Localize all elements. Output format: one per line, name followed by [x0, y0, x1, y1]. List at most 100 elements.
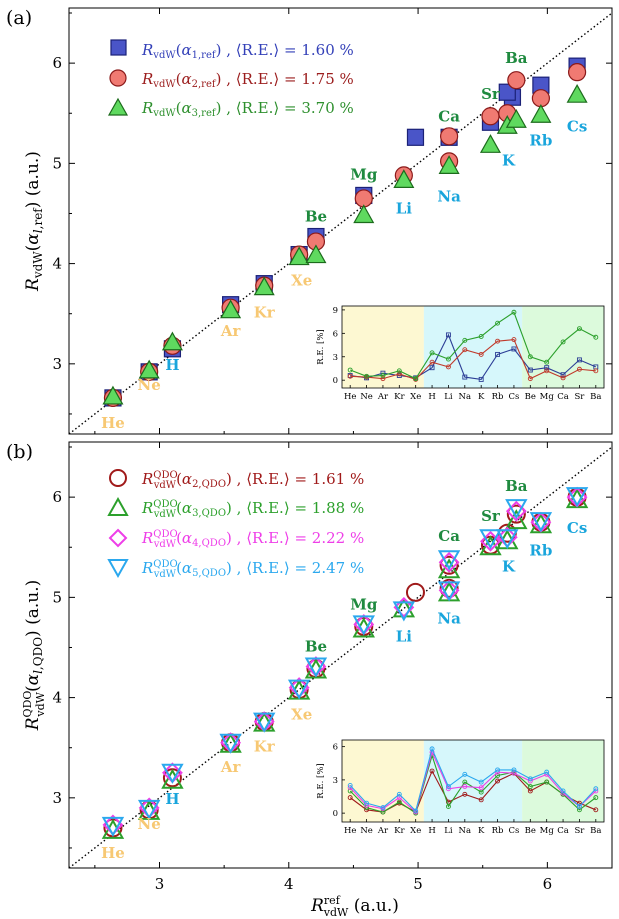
inset-point: [462, 374, 468, 380]
inset-x-tick-label: Rb: [492, 392, 504, 402]
data-point: [138, 359, 160, 379]
inset-x-tick-label: H: [428, 392, 435, 402]
inset-point: [429, 768, 435, 774]
panel-a-inset: 0 3 6 9 He Ne Ar Kr Xe H Li Na K Rb Cs Be Mg Ca Sr Ba R.E. […: [316, 305, 605, 402]
inset-point: [380, 373, 386, 378]
data-point: [496, 529, 519, 550]
inset-point: [413, 376, 419, 382]
inset-point: [364, 800, 370, 806]
x-tick-label: 4: [284, 875, 294, 893]
data-point: [505, 509, 528, 530]
y-tick-label: 3: [52, 355, 62, 373]
element-label: Ar: [220, 322, 242, 340]
inset-x-tick-label: Ne: [360, 826, 372, 836]
inset-x-tick-label: Ca: [557, 392, 569, 402]
panel-a-axis-ticks: 3 4 5 6: [52, 8, 612, 434]
inset-x-tick-label: Sr: [574, 392, 585, 402]
element-label: He: [101, 414, 125, 432]
inset-point: [347, 373, 353, 379]
panel-b-label: (b): [6, 441, 33, 463]
data-point: [101, 816, 125, 837]
element-label: Ca: [438, 107, 460, 125]
inset-point: [544, 365, 550, 371]
panel-b-reference-line: [68, 446, 613, 869]
inset-x-tick-label: Ar: [377, 826, 389, 836]
y-tick-label: 5: [52, 588, 62, 606]
panel-a-frame: [68, 7, 613, 435]
inset-point: [478, 785, 484, 791]
inset-x-tick-label: Ar: [377, 392, 389, 402]
data-point: [438, 155, 460, 174]
inset-x-tick-label: Cs: [509, 826, 520, 836]
legend-b-item-2: RQDO vdW(α3,QDO) , ⟨R.E.⟩ = 1.88 %: [107, 496, 364, 520]
panel-b-x-axis-label: Rref vdW (a.u.): [310, 894, 399, 919]
data-point: [567, 63, 587, 82]
inset-point: [462, 337, 468, 343]
inset-point: [380, 805, 386, 811]
inset-point: [576, 366, 582, 372]
inset-point: [593, 334, 599, 340]
inset-point: [347, 367, 353, 373]
inset-point: [544, 779, 550, 785]
panel-b-legend: RQDO vdW(α2,QDO) , ⟨R.E.⟩ = 1.61 % RQDO vd…: [107, 469, 364, 580]
inset-frame: [341, 305, 605, 389]
inset-point: [347, 795, 353, 801]
inset-band: [423, 740, 523, 822]
data-point: [506, 504, 526, 524]
element-label: K: [502, 151, 516, 169]
inset-x-tick-label: Kr: [394, 826, 405, 836]
inset-point: [478, 351, 484, 357]
element-label: Kr: [254, 304, 276, 322]
inset-y-tick-label: 3: [333, 776, 338, 786]
data-point: [405, 582, 425, 602]
inset-x-tick-label: Na: [459, 392, 472, 402]
inset-point: [511, 337, 517, 343]
inset-point: [527, 367, 533, 373]
inset-point: [576, 800, 582, 806]
element-label: Na: [437, 609, 461, 627]
legend-triangle-icon: [107, 97, 129, 116]
data-point: [304, 657, 328, 678]
data-point: [253, 712, 276, 733]
x-tick-label: 6: [543, 875, 553, 893]
data-point: [392, 601, 416, 622]
inset-band: [342, 306, 424, 388]
element-label: Mg: [350, 595, 378, 613]
inset-point: [478, 797, 484, 803]
inset-x-tick-label: Sr: [574, 826, 585, 836]
legend-a-item-3: RvdW(α3,ref) , ⟨R.E.⟩ = 3.70 %: [107, 97, 354, 119]
series-4: [101, 487, 589, 837]
data-point: [288, 246, 310, 266]
data-point: [437, 581, 461, 602]
panel-a-label: (a): [6, 7, 32, 29]
element-label: Ar: [220, 758, 242, 776]
inset-point: [462, 784, 468, 789]
inset-point: [495, 778, 501, 784]
inset-point: [495, 338, 501, 344]
data-point: [137, 799, 161, 820]
element-label: Ne: [138, 815, 161, 833]
inset-point: [478, 779, 484, 785]
inset-point: [511, 346, 517, 352]
inset-x-tick-label: Be: [525, 392, 536, 402]
y-tick-label: 6: [52, 54, 62, 72]
inset-point: [462, 791, 468, 797]
inset-series-3: [349, 311, 597, 380]
inset-x-tick-label: Ne: [360, 392, 372, 402]
data-point: [566, 83, 588, 103]
data-point: [498, 83, 516, 101]
legend-b-item-4: RQDO vdW(α5,QDO) , ⟨R.E.⟩ = 2.47 %: [107, 559, 364, 580]
data-point: [479, 134, 501, 153]
inset-band: [522, 740, 604, 822]
data-point: [439, 578, 459, 598]
inset-point: [593, 807, 599, 813]
element-label: Rb: [529, 131, 552, 149]
data-point: [352, 615, 375, 636]
element-label: K: [502, 557, 516, 575]
inset-point: [462, 771, 468, 777]
inset-point: [576, 804, 582, 809]
legend-b-label-2: RQDO vdW(α3,QDO) , ⟨R.E.⟩ = 1.88 %: [141, 499, 364, 520]
inset-point: [429, 359, 435, 365]
inset-x-tick-label: Na: [459, 826, 472, 836]
